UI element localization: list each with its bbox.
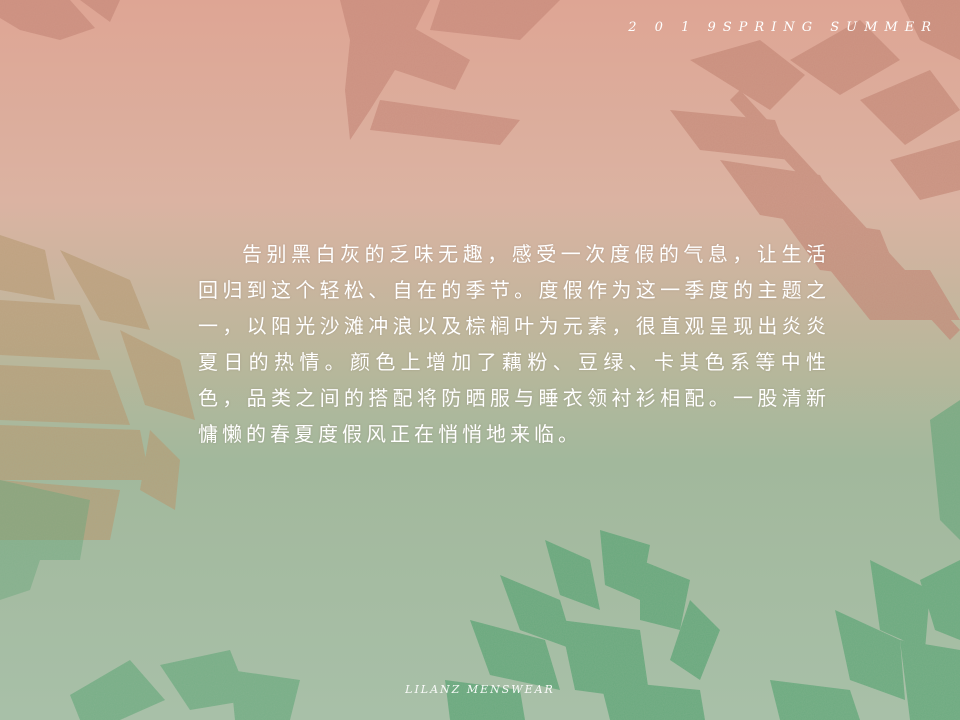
season-tag: 2 0 1 9SPRING SUMMER	[628, 20, 938, 35]
pink-leaf-top-left	[0, 0, 120, 40]
green-leaf-bottom-right	[770, 560, 960, 720]
pink-leaf-top-right	[670, 0, 960, 340]
brand-footer: LILANZ MENSWEAR	[405, 683, 555, 696]
green-leaf-bottom-left	[70, 650, 300, 720]
green-leaf-right-edge	[930, 400, 960, 540]
green-leaf-left	[0, 480, 90, 600]
pink-leaf-top-center	[340, 0, 560, 145]
intro-paragraph: 告别黑白灰的乏味无趣，感受一次度假的气息，让生活回归到这个轻松、自在的季节。度假…	[198, 242, 830, 446]
olive-leaf-left	[0, 235, 195, 540]
green-leaf-bottom-center	[445, 530, 720, 720]
